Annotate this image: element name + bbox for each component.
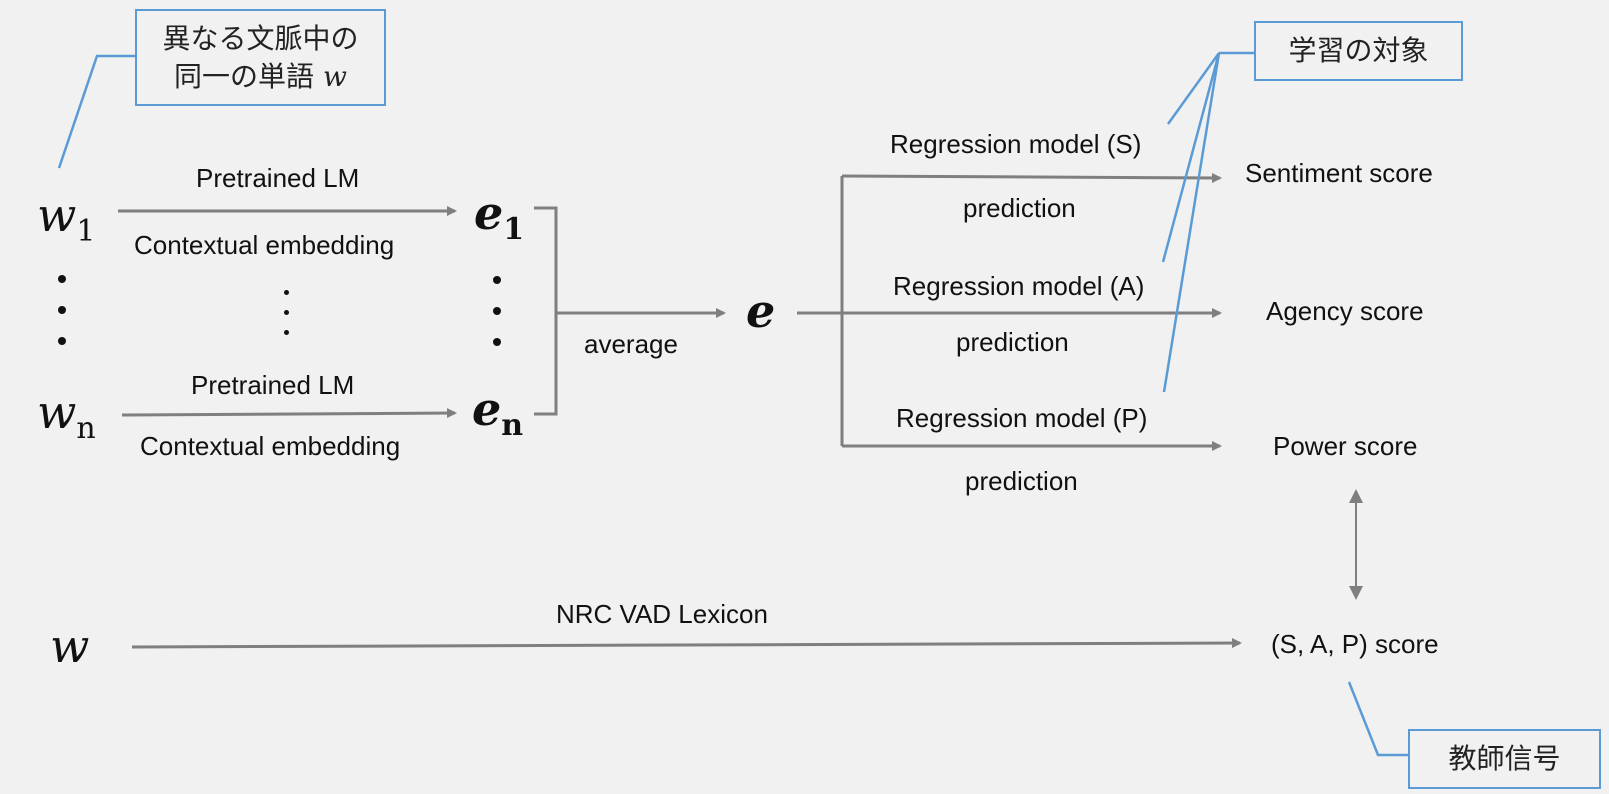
input-w1: w1 <box>37 192 95 247</box>
input-w1-base: w <box>37 188 77 242</box>
callout-same-word: 異なる文脈中の 同一の単語 w <box>135 9 386 106</box>
power-score-label: Power score <box>1273 431 1418 461</box>
embedding-ellipsis-dot <box>493 338 501 346</box>
spa-score-label: (S, A, P) score <box>1271 629 1439 659</box>
sentiment-score-label: Sentiment score <box>1245 158 1433 188</box>
regression-p-prediction-label: prediction <box>965 466 1078 496</box>
arrow-lexicon <box>131 638 1242 649</box>
embedding-en: en <box>472 386 523 441</box>
regression-model-a-label: Regression model (A) <box>893 271 1145 301</box>
regression-s-prediction-label: prediction <box>963 193 1076 223</box>
lexicon-input-w: w <box>50 619 90 673</box>
callout-teacher-signal: 教師信号 <box>1408 729 1601 789</box>
embedding-en-sub: n <box>501 408 524 443</box>
average-bracket <box>534 206 558 416</box>
callout-line-target-s <box>1166 52 1221 125</box>
embedding-e1-base: e <box>474 186 504 240</box>
encoder-ellipsis-dot <box>284 290 289 295</box>
encoder-ellipsis-dot <box>284 330 289 335</box>
callout-same-word-var: w <box>322 59 347 93</box>
callout-same-word-line2-row: 同一の単語 w <box>174 58 347 96</box>
encoder-bottom-sublabel: Contextual embedding <box>140 431 401 461</box>
pooled-embedding: e <box>746 284 776 338</box>
embedding-e1: e1 <box>474 190 524 245</box>
input-wn-sub: n <box>76 411 96 446</box>
callout-line-teacher <box>1347 681 1410 757</box>
encoder-bottom-label: Pretrained LM <box>191 370 355 400</box>
arrow-wn-to-en <box>121 408 457 419</box>
encoder-ellipsis-dot <box>284 310 289 315</box>
callout-same-word-line1: 異なる文脈中の <box>162 21 359 55</box>
callout-learning-target: 学習の対象 <box>1254 21 1463 81</box>
input-ellipsis-dot <box>58 337 66 345</box>
embedding-e1-sub: 1 <box>503 212 525 247</box>
callout-same-word-line2: 同一の単語 <box>174 59 315 93</box>
callout-line-same-word <box>57 54 136 169</box>
callout-line-target-p <box>1162 52 1221 393</box>
input-w1-sub: 1 <box>76 214 96 249</box>
input-wn: wn <box>37 389 96 444</box>
embedding-en-base: e <box>472 382 502 436</box>
embedding-ellipsis-dot <box>493 307 501 315</box>
callout-teacher-signal-text: 教師信号 <box>1448 742 1561 776</box>
pooling-label: average <box>584 329 678 359</box>
lexicon-label: NRC VAD Lexicon <box>556 599 768 629</box>
input-wn-base: w <box>37 385 77 439</box>
callout-learning-target-text: 学習の対象 <box>1288 34 1429 68</box>
callout-line-target-a <box>1161 52 1221 263</box>
agency-score-label: Agency score <box>1266 296 1424 326</box>
regression-model-s-label: Regression model (S) <box>890 129 1142 159</box>
regression-a-prediction-label: prediction <box>956 327 1069 357</box>
encoder-top-sublabel: Contextual embedding <box>134 230 395 260</box>
encoder-top-label: Pretrained LM <box>196 163 360 193</box>
regression-model-p-label: Regression model (P) <box>896 403 1148 433</box>
input-ellipsis-dot <box>58 306 66 314</box>
input-ellipsis-dot <box>58 275 66 283</box>
arrow-sentiment <box>841 172 1222 183</box>
embedding-ellipsis-dot <box>493 276 501 284</box>
